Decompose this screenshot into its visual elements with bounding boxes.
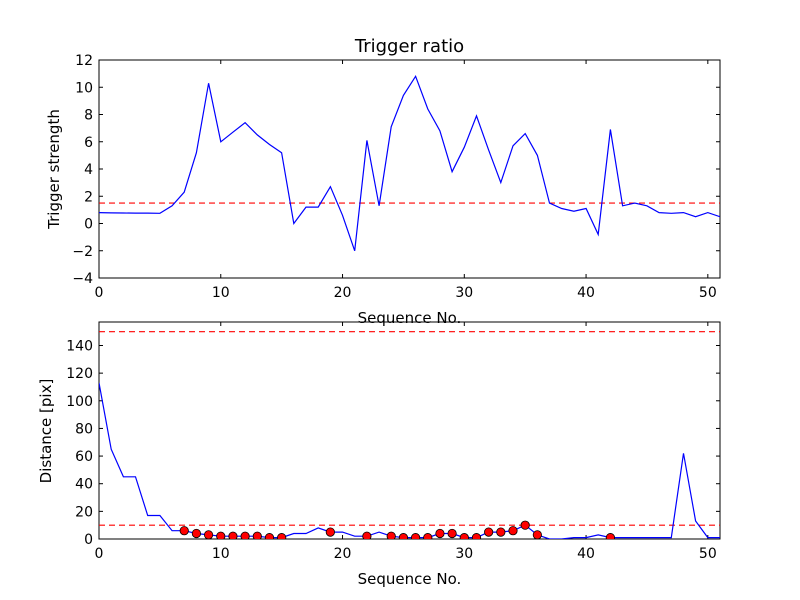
data-point [277,533,287,539]
data-point [191,528,202,539]
data-layer [99,331,720,539]
data-point [423,533,433,539]
y-axis-label: Distance [pix] [37,379,55,484]
series-line [99,74,720,251]
y-tick-label: 8 [84,108,93,124]
y-tick-label: 12 [75,53,93,69]
y-tick-label: 140 [66,338,93,354]
y-tick-label: 4 [84,162,93,178]
y-tick-label: −4 [72,271,93,287]
data-point [447,528,457,539]
data-point [264,533,275,539]
data-point [252,531,262,539]
y-tick-label: 2 [84,189,93,205]
data-point [520,520,530,530]
x-tick-label: 40 [577,285,595,301]
trigger-ratio-chart: Trigger ratio Sequence No. Trigger stren… [45,36,721,327]
distance-chart: Sequence No. Distance [pix] 0 10 20 30 40 500… [37,321,721,588]
data-point [362,531,372,539]
data-point [240,531,250,539]
data-point [410,533,421,539]
data-point [605,533,616,539]
plot-area: 0 10 20 30 40 50 0 20 40 60 80 100 120 140 [66,321,721,562]
y-tick-label: 40 [75,477,93,493]
y-axis-label: Trigger strength [45,109,63,230]
y-tick-label: 100 [66,394,93,410]
x-tick-label: 10 [212,285,230,301]
data-point [216,531,226,539]
data-point [496,527,506,537]
data-point [203,530,214,539]
x-tick-label: 20 [334,285,352,301]
data-point [325,527,335,537]
y-tick-label: 20 [75,504,93,520]
series-line [99,382,720,539]
y-tick-label: 60 [75,449,93,465]
x-axis-label: Sequence No. [358,309,462,327]
y-tick-label: 80 [75,421,93,437]
data-point [398,533,409,539]
data-point [228,531,238,539]
x-tick-label: 0 [95,285,104,301]
y-tick-label: 0 [84,532,93,548]
x-tick-label: 30 [455,546,473,562]
x-tick-label: 40 [577,546,595,562]
x-tick-label: 30 [455,285,473,301]
data-point [471,533,482,539]
y-tick-label: 120 [66,366,93,382]
chart-title: Trigger ratio [354,36,464,57]
x-tick-label: 20 [334,546,352,562]
x-tick-label: 50 [699,546,717,562]
data-point [435,528,445,539]
data-point [532,530,542,539]
y-tick-label: 10 [75,80,93,96]
x-axis-label: Sequence No. [358,570,462,588]
y-tick-label: 6 [84,135,93,151]
data-point [459,533,469,539]
data-point [179,526,189,536]
data-point [508,526,518,536]
axes-frame [98,321,721,540]
x-tick-label: 50 [699,285,717,301]
y-tick-label: −2 [72,244,93,260]
data-point [386,531,396,539]
y-tick-label: 0 [84,217,93,233]
x-tick-label: 0 [95,546,104,562]
x-tick-label: 10 [212,546,230,562]
data-point [484,527,494,537]
data-layer [99,74,720,251]
plot-area: 0 10 20 30 40 50 −4 −2 0 2 4 6 8 10 12 [72,53,721,301]
